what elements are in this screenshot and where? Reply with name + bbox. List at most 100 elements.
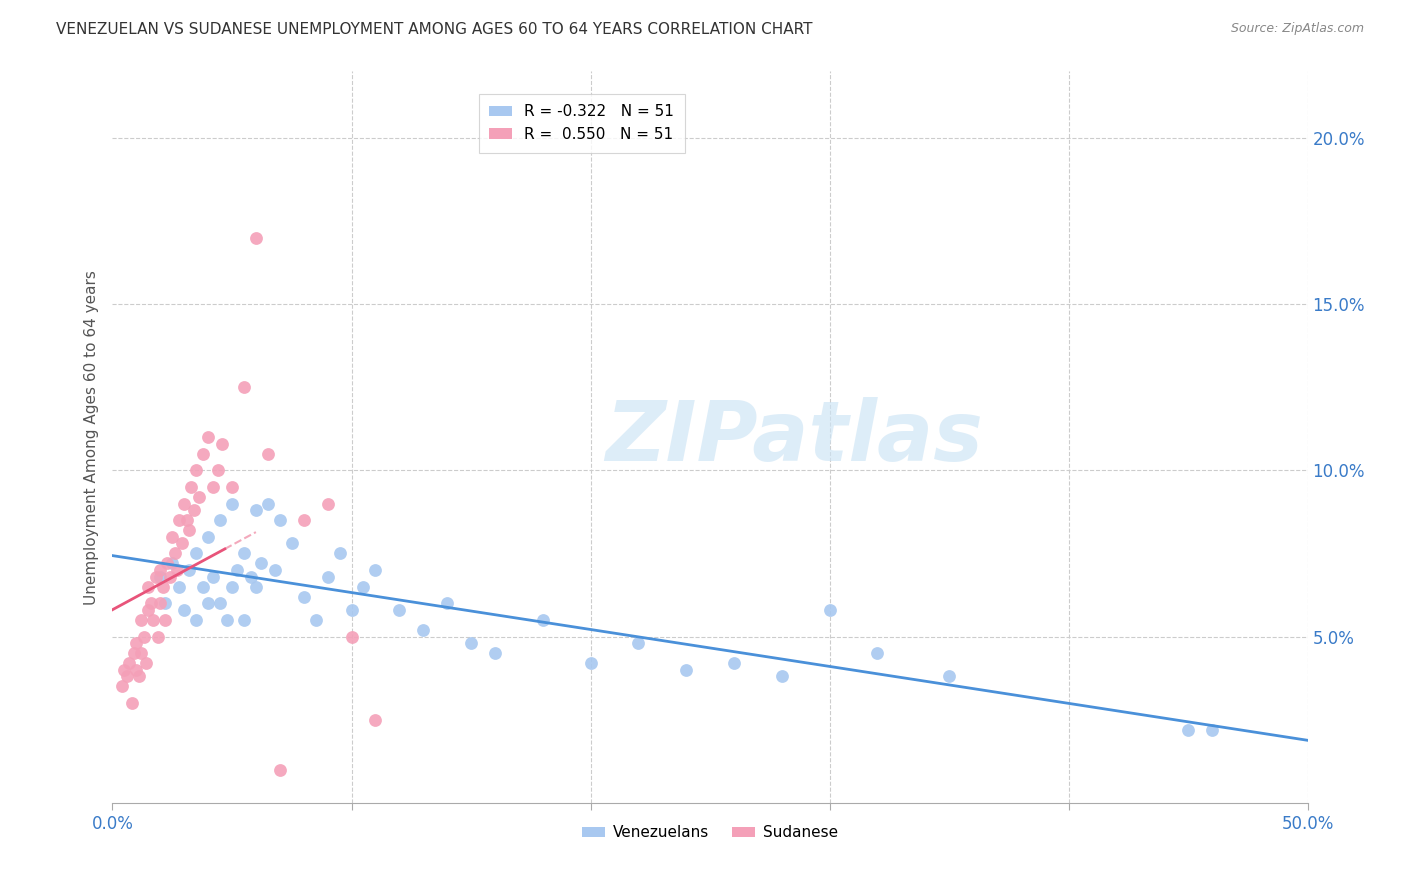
Point xyxy=(135,656,157,670)
Point xyxy=(118,656,141,670)
Point xyxy=(201,480,224,494)
Point xyxy=(225,563,247,577)
Point xyxy=(139,596,162,610)
Point xyxy=(245,230,267,244)
Point xyxy=(180,480,202,494)
Point xyxy=(316,570,339,584)
Point xyxy=(152,580,174,594)
Text: VENEZUELAN VS SUDANESE UNEMPLOYMENT AMONG AGES 60 TO 64 YEARS CORRELATION CHART: VENEZUELAN VS SUDANESE UNEMPLOYMENT AMON… xyxy=(56,22,813,37)
Point xyxy=(233,546,256,560)
Point xyxy=(233,613,256,627)
Point xyxy=(292,513,315,527)
Point xyxy=(412,623,434,637)
Y-axis label: Unemployment Among Ages 60 to 64 years: Unemployment Among Ages 60 to 64 years xyxy=(83,269,98,605)
Point xyxy=(122,646,145,660)
Point xyxy=(193,447,215,461)
Point xyxy=(249,557,271,571)
Point xyxy=(305,613,328,627)
Point xyxy=(723,656,745,670)
Point xyxy=(193,580,215,594)
Point xyxy=(125,636,148,650)
Point xyxy=(209,513,232,527)
Point xyxy=(177,563,200,577)
Point xyxy=(163,546,186,560)
Point xyxy=(159,570,181,584)
Point xyxy=(818,603,841,617)
Point xyxy=(111,680,134,694)
Point xyxy=(340,603,363,617)
Point xyxy=(388,603,411,617)
Point xyxy=(138,580,160,594)
Point xyxy=(269,513,291,527)
Point xyxy=(128,669,150,683)
Point xyxy=(149,563,172,577)
Point xyxy=(186,613,208,627)
Point xyxy=(207,463,229,477)
Point xyxy=(173,603,195,617)
Point xyxy=(364,563,387,577)
Point xyxy=(209,596,232,610)
Point xyxy=(221,497,243,511)
Point xyxy=(197,596,219,610)
Point xyxy=(121,696,143,710)
Point xyxy=(201,570,224,584)
Point xyxy=(329,546,352,560)
Point xyxy=(938,669,960,683)
Legend: Venezuelans, Sudanese: Venezuelans, Sudanese xyxy=(576,819,844,847)
Point xyxy=(166,563,188,577)
Point xyxy=(146,630,169,644)
Point xyxy=(269,763,291,777)
Point xyxy=(149,570,172,584)
Point xyxy=(129,646,152,660)
Point xyxy=(531,613,554,627)
Point xyxy=(115,669,138,683)
Point xyxy=(221,580,243,594)
Point xyxy=(233,380,256,394)
Point xyxy=(245,580,267,594)
Point xyxy=(221,480,243,494)
Point xyxy=(245,503,267,517)
Text: ZIPatlas: ZIPatlas xyxy=(605,397,983,477)
Point xyxy=(187,490,209,504)
Point xyxy=(186,463,208,477)
Point xyxy=(352,580,374,594)
Point xyxy=(211,436,233,450)
Point xyxy=(153,596,176,610)
Point xyxy=(138,603,160,617)
Point xyxy=(627,636,650,650)
Point xyxy=(170,536,193,550)
Point xyxy=(132,630,155,644)
Point xyxy=(364,713,387,727)
Point xyxy=(770,669,793,683)
Point xyxy=(125,663,148,677)
Point xyxy=(866,646,889,660)
Point xyxy=(186,546,208,560)
Point xyxy=(1201,723,1223,737)
Point xyxy=(114,663,135,677)
Point xyxy=(316,497,339,511)
Point xyxy=(675,663,697,677)
Point xyxy=(169,513,191,527)
Point xyxy=(177,523,200,537)
Point xyxy=(169,580,191,594)
Point xyxy=(340,630,363,644)
Point xyxy=(257,497,280,511)
Point xyxy=(281,536,304,550)
Text: Source: ZipAtlas.com: Source: ZipAtlas.com xyxy=(1230,22,1364,36)
Point xyxy=(197,530,219,544)
Point xyxy=(162,557,183,571)
Point xyxy=(183,503,205,517)
Point xyxy=(257,447,280,461)
Point xyxy=(153,613,176,627)
Point xyxy=(460,636,482,650)
Point xyxy=(264,563,287,577)
Point xyxy=(436,596,458,610)
Point xyxy=(145,570,167,584)
Point xyxy=(173,497,195,511)
Point xyxy=(1177,723,1199,737)
Point xyxy=(142,613,165,627)
Point xyxy=(176,513,198,527)
Point xyxy=(217,613,239,627)
Point xyxy=(162,530,183,544)
Point xyxy=(240,570,263,584)
